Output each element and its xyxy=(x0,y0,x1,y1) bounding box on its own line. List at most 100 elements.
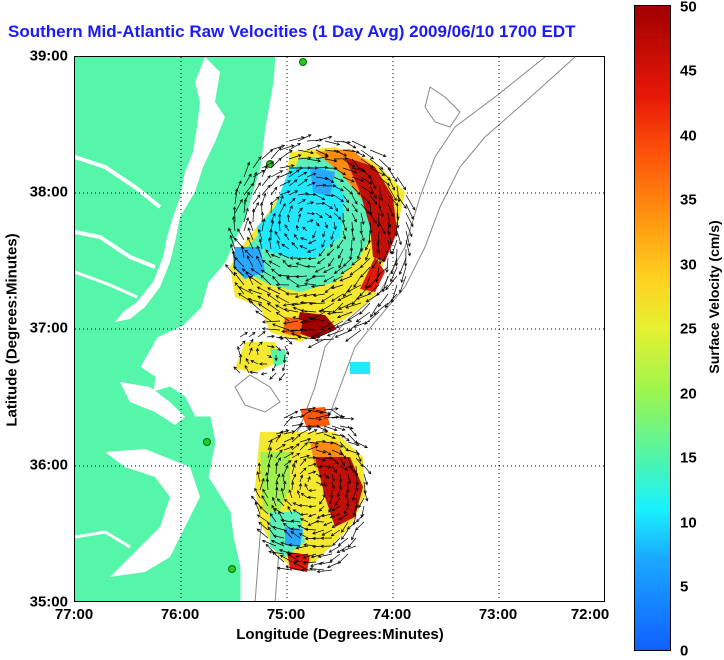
vector-arrow xyxy=(283,437,295,443)
vector-arrow xyxy=(260,269,272,277)
vector-arrow xyxy=(328,505,333,513)
vector-arrow xyxy=(275,486,279,499)
vector-arrow xyxy=(369,194,378,205)
vector-arrow xyxy=(261,327,281,331)
vector-arrow xyxy=(347,537,357,548)
vector-arrow xyxy=(297,335,317,340)
velocity-field-north xyxy=(230,147,405,374)
vector-arrow xyxy=(334,329,353,338)
vector-arrow xyxy=(254,487,261,499)
vector-arrow xyxy=(291,473,297,483)
vector-arrow xyxy=(276,566,293,571)
vector-arrow xyxy=(315,473,323,478)
vector-arrow xyxy=(307,338,326,349)
vector-arrow xyxy=(283,415,293,427)
vector-arrow xyxy=(341,545,357,552)
vector-arrow xyxy=(331,457,339,465)
vector-arrow xyxy=(252,194,261,205)
vector-arrow xyxy=(275,449,283,459)
vector-arrow xyxy=(275,304,290,313)
vector-arrow xyxy=(315,183,327,187)
vector-arrow xyxy=(272,534,285,539)
vector-arrow xyxy=(299,454,311,459)
vector-arrow xyxy=(333,185,344,192)
vector-arrow xyxy=(307,456,317,460)
vector-arrow xyxy=(347,465,357,474)
vector-arrow xyxy=(315,481,324,486)
vector-arrow xyxy=(339,481,343,491)
vector-arrow xyxy=(268,550,285,555)
vector-arrow xyxy=(283,308,299,313)
vector-arrow xyxy=(252,182,261,196)
vector-arrow xyxy=(365,248,371,261)
vector-arrow xyxy=(327,320,344,330)
vector-arrow xyxy=(270,144,286,151)
x-tick-label: 73:00 xyxy=(478,606,518,623)
vector-arrow xyxy=(360,505,365,519)
vector-arrow xyxy=(234,256,245,268)
vector-arrow xyxy=(307,462,318,467)
vector-arrow xyxy=(342,176,355,183)
vector-arrow xyxy=(240,245,245,259)
vector-arrow xyxy=(369,176,377,190)
vector-arrow xyxy=(259,506,269,515)
vector-arrow xyxy=(369,185,377,199)
vector-arrow xyxy=(329,553,341,562)
vector-arrow xyxy=(378,176,391,186)
vector-arrow xyxy=(360,230,365,242)
vector-arrow xyxy=(320,536,333,540)
vector-arrow xyxy=(307,470,317,475)
vector-arrow xyxy=(369,158,384,170)
vector-arrow xyxy=(297,134,312,142)
vector-arrow xyxy=(323,425,338,432)
vector-arrow xyxy=(396,194,407,210)
vector-arrow xyxy=(399,275,407,294)
vector-arrow xyxy=(321,529,333,536)
vector-arrow xyxy=(299,237,308,241)
vector-arrow xyxy=(274,230,281,241)
vector-arrow xyxy=(307,476,311,483)
vector-arrow xyxy=(358,497,365,509)
vector-arrow xyxy=(378,248,382,265)
vector-arrow xyxy=(324,284,335,294)
vector-arrow xyxy=(405,239,411,257)
vector-arrow xyxy=(310,553,325,559)
vector-arrow xyxy=(228,227,236,241)
vector-arrow xyxy=(353,275,362,288)
vector-arrow xyxy=(266,334,275,339)
vector-arrow xyxy=(272,363,277,372)
vector-arrow xyxy=(245,270,254,286)
vector-arrow xyxy=(284,224,290,232)
vector-arrow xyxy=(360,212,365,226)
vector-arrow xyxy=(291,433,301,443)
vector-arrow xyxy=(318,248,326,257)
vector-arrow xyxy=(360,203,370,214)
vector-arrow xyxy=(404,248,408,267)
vector-arrow xyxy=(256,255,263,268)
vector-arrow xyxy=(299,320,317,324)
vector-arrow xyxy=(299,406,317,411)
vector-arrow xyxy=(390,266,398,283)
map-panel[interactable] xyxy=(74,56,605,602)
vector-arrow xyxy=(247,227,254,241)
vector-arrow xyxy=(338,513,349,521)
vector-arrow xyxy=(275,311,290,322)
vector-arrow xyxy=(330,293,344,302)
vector-arrow xyxy=(330,489,334,499)
vector-arrow xyxy=(342,167,358,174)
vector-arrow xyxy=(279,144,295,151)
vector-arrow xyxy=(243,216,250,232)
x-tick-label: 75:00 xyxy=(266,606,306,623)
vector-arrow xyxy=(405,230,411,247)
vector-arrow xyxy=(385,275,398,291)
vector-arrow xyxy=(267,439,273,451)
vector-arrow xyxy=(299,409,312,419)
vector-arrow xyxy=(244,249,254,259)
vector-arrow xyxy=(326,248,335,257)
y-tick-label: 39:00 xyxy=(29,47,68,65)
vector-arrow xyxy=(303,293,317,298)
vector-arrow xyxy=(352,320,371,328)
vector-arrow xyxy=(333,149,348,157)
vector-arrow xyxy=(343,505,349,515)
vector-arrow xyxy=(249,370,259,374)
